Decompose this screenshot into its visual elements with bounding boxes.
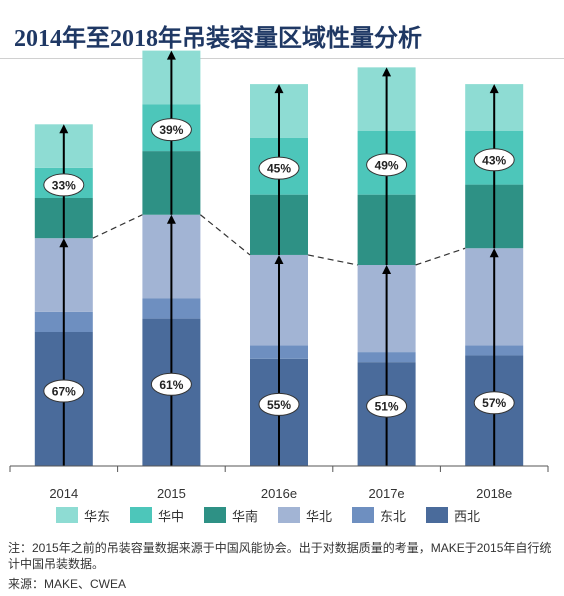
x-tick-label: 2014 <box>49 486 78 500</box>
x-tick-label: 2017e <box>369 486 405 500</box>
upper-share-label: 43% <box>482 153 506 167</box>
x-tick-label: 2016e <box>261 486 297 500</box>
lower-share-label: 51% <box>375 400 399 414</box>
labels-layer: 33% 67% 39% 61% 45% 55% 49% 51% 43% 57% <box>43 118 515 418</box>
upper-share-badge <box>366 153 408 177</box>
x-tick-label: 2015 <box>157 486 186 500</box>
lower-share-badge <box>366 394 408 418</box>
lower-share-badge <box>258 392 300 416</box>
legend-swatch <box>56 507 78 523</box>
legend-swatch <box>426 507 448 523</box>
upper-share-label: 45% <box>267 162 291 176</box>
upper-share-label: 49% <box>375 158 399 172</box>
legend-swatch <box>130 507 152 523</box>
lower-share-label: 61% <box>159 378 183 392</box>
upper-share-badge <box>258 156 300 180</box>
upper-arrow-head <box>59 124 69 134</box>
chart-title: 2014年至2018年吊装容量区域性量分析 <box>14 26 422 52</box>
footnote: 注：2015年之前的吊装容量数据来源于中国风能协会。出于对数据质量的考量，MAK… <box>8 541 552 571</box>
lower-share-badge <box>473 391 515 415</box>
legend-swatch <box>352 507 374 523</box>
upper-share-label: 39% <box>159 123 183 137</box>
legend-label: 东北 <box>380 509 407 524</box>
upper-share-badge <box>150 118 192 142</box>
lower-arrow-head <box>59 238 69 248</box>
stacked-bar-chart: 33%67%39%61%45%55%49%51%43%57% 2014 2015 2… <box>9 50 549 500</box>
legend-label: 华中 <box>158 509 185 524</box>
share-divider-dash <box>200 214 251 256</box>
upper-share-label: 33% <box>52 178 76 192</box>
legend-label: 华南 <box>232 509 259 524</box>
upper-arrow-head <box>166 50 176 60</box>
upper-arrow-head <box>274 84 284 94</box>
lower-arrow-head <box>166 214 176 224</box>
title-divider <box>0 58 564 59</box>
lower-share-label: 57% <box>482 396 506 410</box>
upper-share-badge <box>473 148 515 172</box>
legend-swatch <box>204 507 226 523</box>
x-tick-label: 2018e <box>476 486 512 500</box>
legend: 华东 华中 华南 华北 东北 西北 <box>56 504 516 526</box>
share-divider-dash <box>415 247 466 266</box>
lower-share-badge <box>150 372 192 396</box>
lower-arrow-head <box>274 254 284 264</box>
lower-arrow-head <box>489 248 499 258</box>
share-divider-dash <box>307 254 358 266</box>
lower-share-badge <box>43 379 85 403</box>
lower-share-label: 67% <box>52 385 76 399</box>
upper-arrow-head <box>382 67 392 77</box>
source-line: 来源：MAKE、CWEA <box>8 577 127 591</box>
legend-label: 华东 <box>84 509 111 524</box>
upper-share-badge <box>43 173 85 197</box>
legend-label: 华北 <box>306 509 333 524</box>
x-axis: 2014 2015 2016e 2017e 2018e <box>9 465 549 500</box>
upper-arrow-head <box>489 84 499 94</box>
share-divider-dash <box>92 214 143 239</box>
legend-label: 西北 <box>454 509 481 524</box>
lower-share-label: 55% <box>267 398 291 412</box>
legend-swatch <box>278 507 300 523</box>
lower-arrow-head <box>382 265 392 274</box>
divider-line-layer <box>92 214 466 266</box>
